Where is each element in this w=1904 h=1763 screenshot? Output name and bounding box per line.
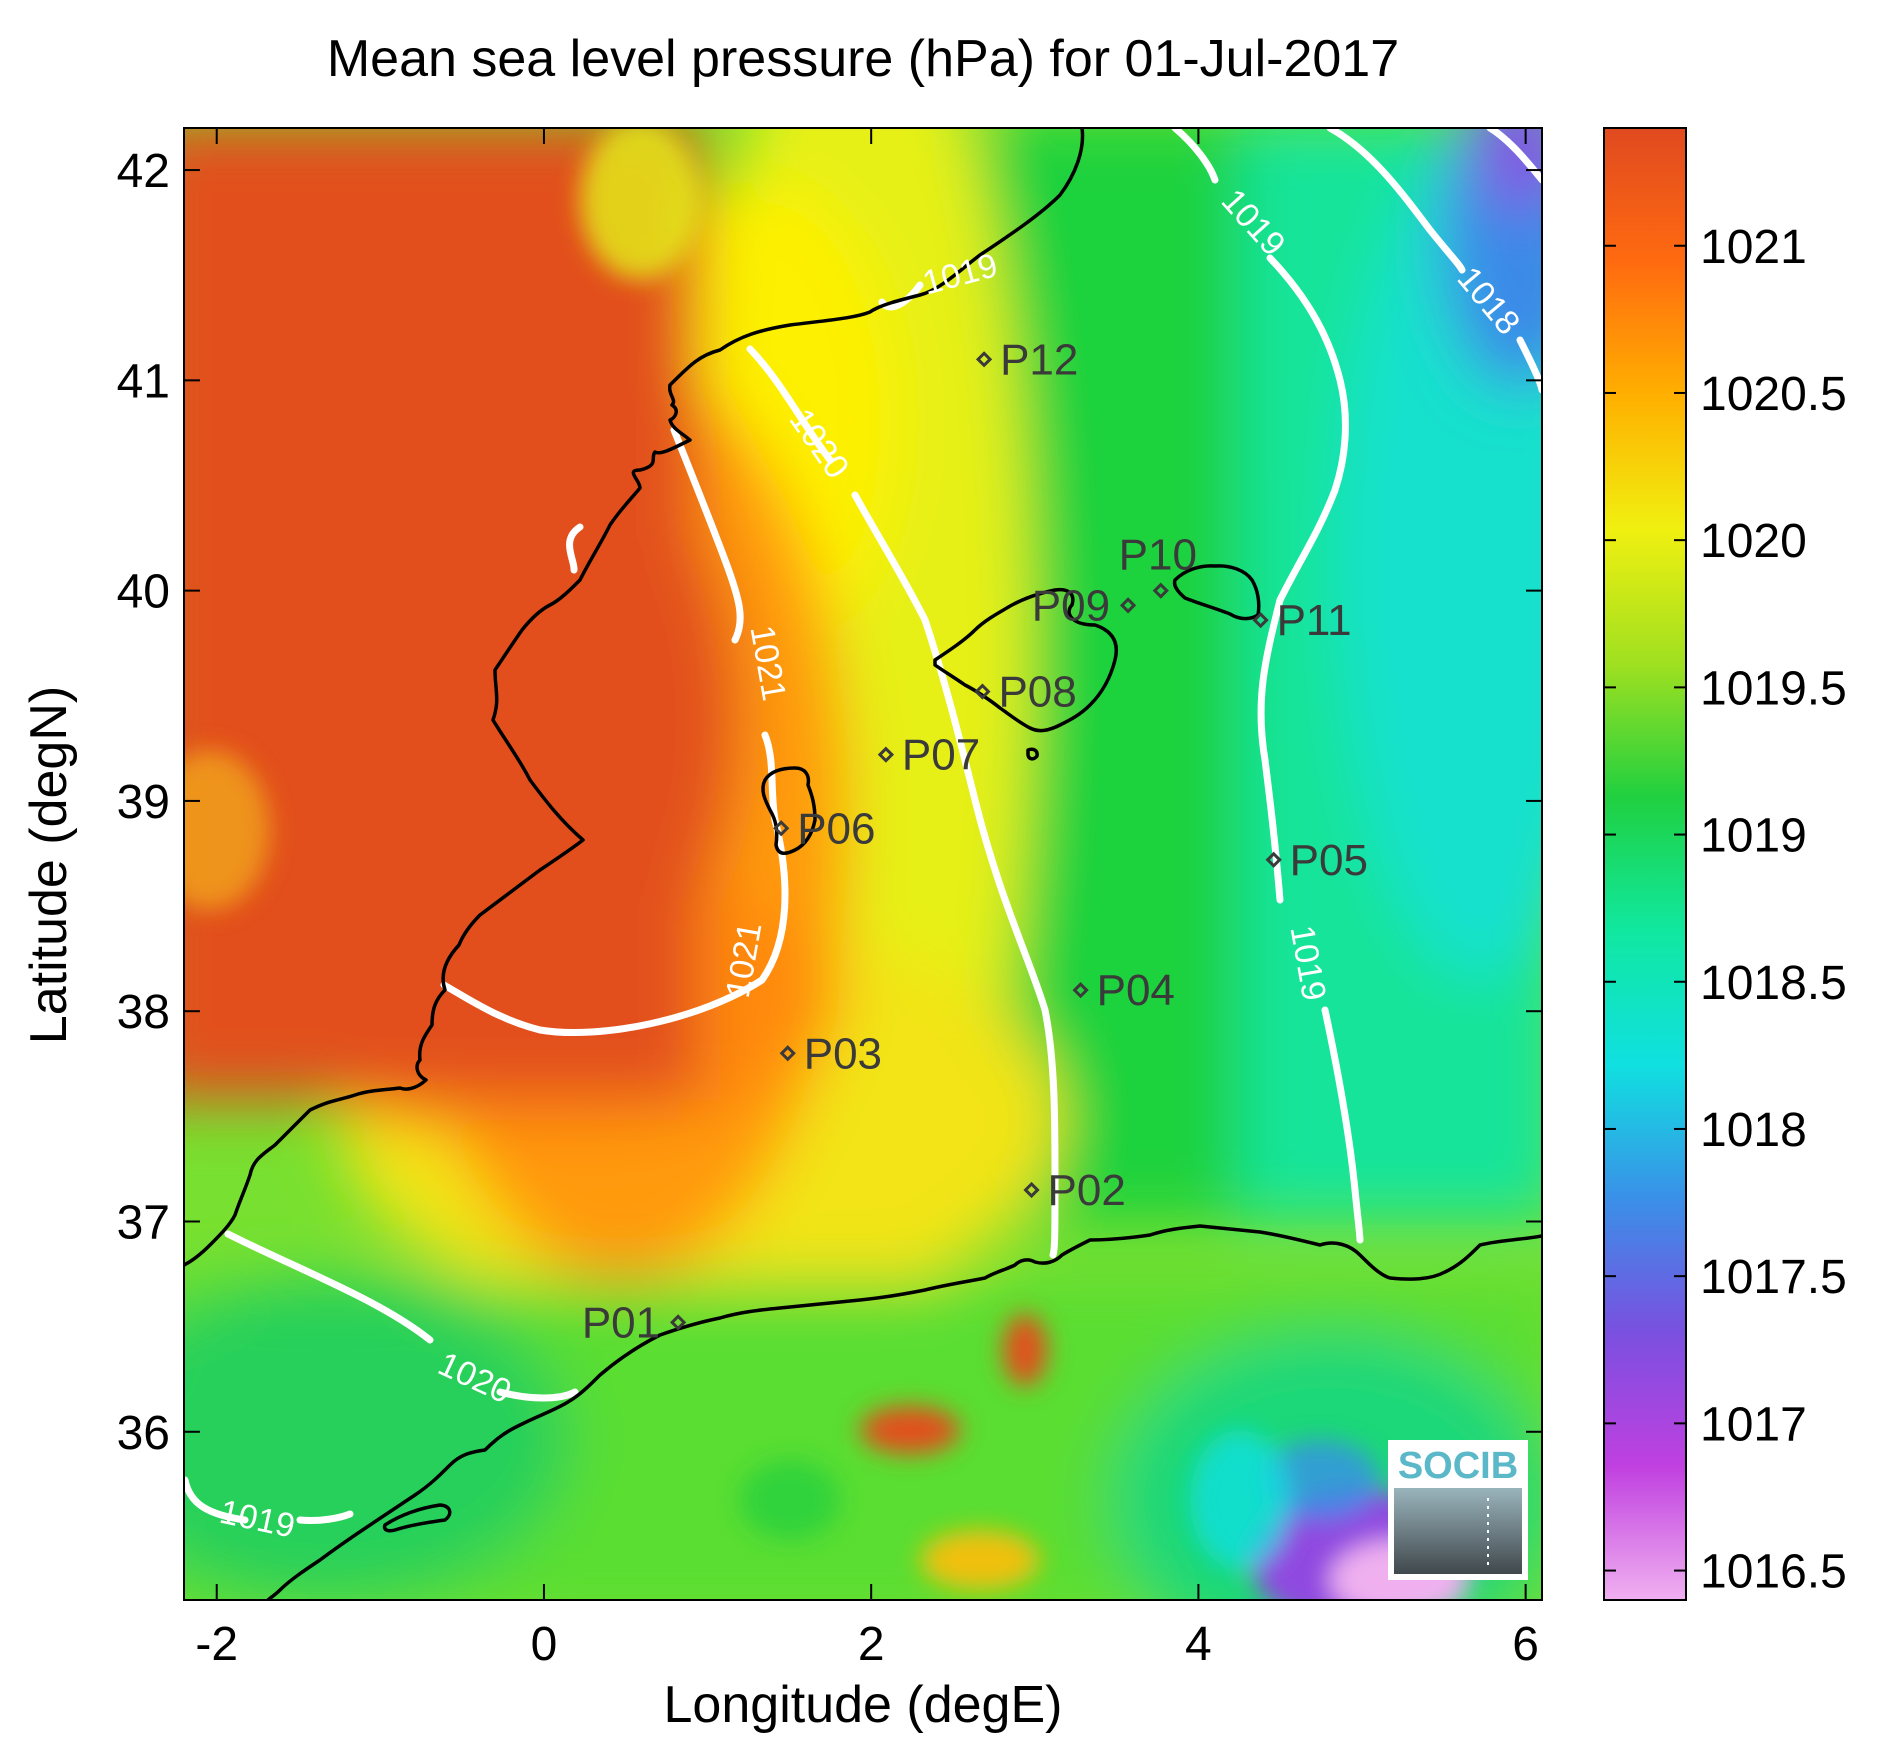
x-tick-label: 6 [1512,1618,1539,1671]
contour-1020-north [746,345,1059,1259]
station-diamond-icon [1072,982,1089,999]
x-axis: -2 0 2 4 6 [195,128,1539,1671]
x-tick-label: 0 [531,1618,558,1671]
coast-mallorca [933,587,1118,733]
station-marker[interactable]: P08 [974,668,1077,717]
contour-1021 [440,426,789,1037]
x-axis-label: Longitude (degE) [664,1676,1063,1734]
coast-cabrera [1026,747,1039,761]
socib-logo: SOCIB [1388,1440,1528,1580]
coastline [184,128,1542,1600]
x-tick-label: 4 [1185,1618,1212,1671]
station-marker[interactable]: P09 [1032,581,1137,630]
station-marker[interactable]: P04 [1072,966,1175,1015]
colorbar-tick-label: 1018.5 [1700,957,1847,1010]
station-label: P11 [1277,596,1352,645]
station-diamond-icon [975,351,993,368]
colorbar-tick-label: 1016.5 [1700,1546,1847,1599]
station-diamond-icon [1152,582,1169,599]
contour-1019-east [1171,128,1364,1244]
station-diamond-icon [669,1314,687,1331]
y-axis: 36 37 38 39 40 41 42 [117,145,1542,1460]
station-label: P06 [797,804,875,853]
station-marker[interactable]: P01 [582,1298,687,1347]
station-marker[interactable]: P10 [1119,531,1197,599]
coast-iberia [184,128,1085,1267]
coast-africa [266,1224,1542,1600]
y-tick-label: 36 [117,1407,170,1460]
station-label: P12 [1000,335,1078,384]
colorbar-ticks: 1016.5 1017 1017.5 1018 1018.5 1019 1019.5 1020… [1604,221,1847,1599]
station-label: P07 [902,731,980,780]
chart-title: Mean sea level pressure (hPa) for 01-Jul… [327,30,1399,88]
y-tick-label: 39 [117,776,170,829]
colorbar-tick-label: 1021 [1700,221,1807,274]
station-marker[interactable]: P06 [773,804,875,853]
station-label: P05 [1290,836,1368,885]
station-marker[interactable]: P07 [877,731,980,780]
plot-frame [183,127,1543,1601]
station-label: P02 [1048,1166,1126,1215]
colorbar-fill [1604,128,1686,1600]
logo-text: SOCIB [1398,1445,1518,1487]
pressure-field [184,128,1542,1600]
x-tick-label: 2 [858,1618,885,1671]
contour-1017 [1486,128,1542,184]
y-tick-label: 38 [117,986,170,1039]
station-marker[interactable]: P02 [1023,1166,1126,1215]
contour-lines [184,128,1542,1524]
station-marker[interactable]: P11 [1252,596,1352,645]
colorbar-tick-label: 1020 [1700,515,1807,568]
colorbar-tick-label: 1019.5 [1700,662,1847,715]
station-marker[interactable]: P03 [779,1029,882,1078]
coast-alboran-spit [382,1503,452,1533]
station-diamond-icon [1265,851,1282,868]
station-diamond-icon [1119,597,1137,614]
station-label: P03 [804,1029,882,1078]
colorbar-tick-label: 1018 [1700,1104,1807,1157]
station-diamond-icon [1252,611,1269,629]
y-tick-label: 37 [117,1196,170,1249]
station-diamond-icon [877,746,895,763]
colorbar-tick-label: 1017 [1700,1398,1807,1451]
colorbar: 1016.5 1017 1017.5 1018 1018.5 1019 1019.5 1020… [1603,127,1847,1601]
y-tick-label: 42 [117,145,170,198]
contour-1020-south [224,1230,579,1402]
coast-ibiza [761,766,817,855]
station-diamond-icon [779,1045,796,1062]
station-diamond-icon [1023,1181,1040,1199]
y-tick-label: 41 [117,355,170,408]
x-tick-label: -2 [195,1618,238,1671]
station-diamond-icon [773,820,790,837]
y-tick-label: 40 [117,566,170,619]
colorbar-tick-label: 1020.5 [1700,368,1847,421]
colorbar-tick-label: 1019 [1700,810,1807,863]
colorbar-tick-label: 1017.5 [1700,1251,1847,1304]
y-axis-label: Latitude (degN) [20,686,78,1044]
station-label: P01 [582,1298,660,1347]
station-marker[interactable]: P05 [1265,836,1368,885]
station-label: P09 [1032,581,1110,630]
station-marker[interactable]: P12 [975,335,1078,384]
colorbar-frame [1603,127,1687,1601]
contour-1019-south [184,1476,354,1524]
station-label: P04 [1097,966,1175,1015]
station-diamond-icon [974,683,991,700]
station-label: P10 [1119,531,1197,580]
station-label: P08 [998,668,1076,717]
